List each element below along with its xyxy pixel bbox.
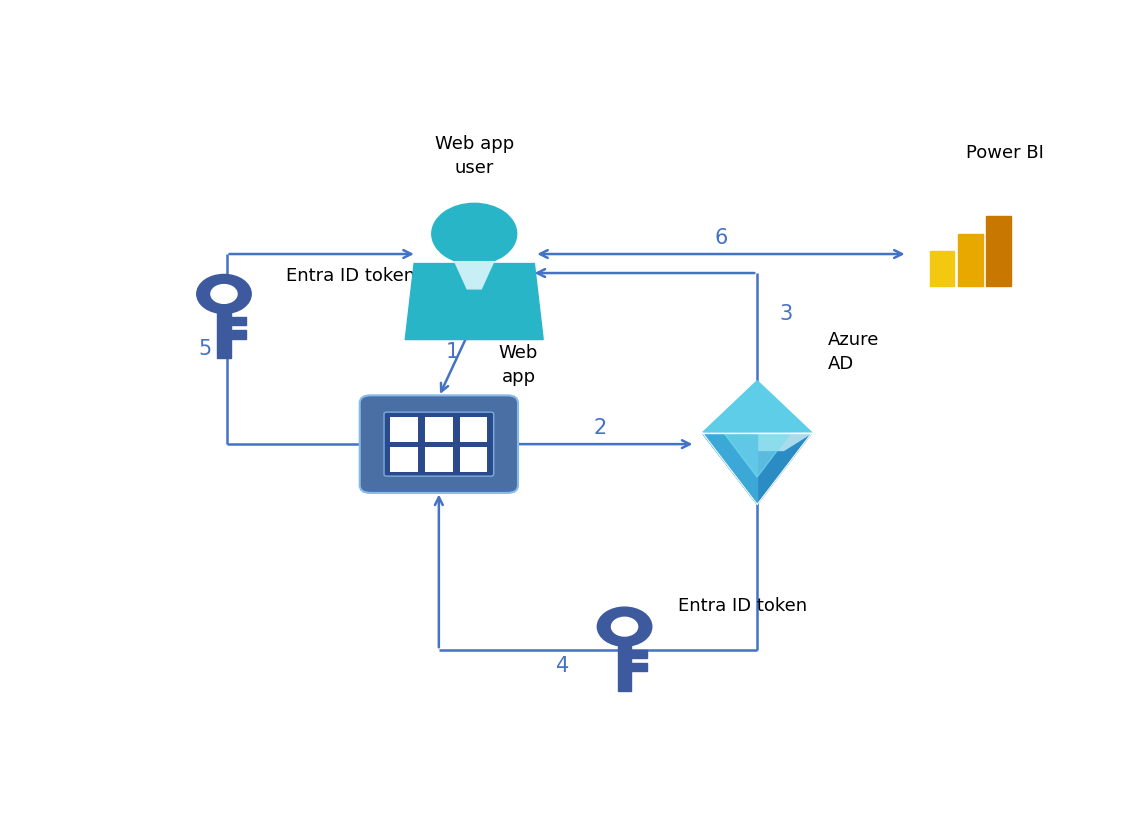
Text: 5: 5 [197,339,211,359]
Bar [460,447,487,472]
Text: 2: 2 [593,418,607,439]
Bar [390,447,418,472]
Bar [986,216,1011,286]
Polygon shape [703,381,812,433]
Text: 3: 3 [779,305,793,324]
FancyBboxPatch shape [385,412,494,477]
Circle shape [196,274,251,314]
Polygon shape [703,433,758,504]
Bar [958,234,982,286]
Polygon shape [723,433,791,477]
Bar [631,649,647,658]
FancyBboxPatch shape [359,395,518,493]
Text: 1: 1 [445,342,459,362]
Bar [460,416,487,442]
Bar [230,330,246,339]
Bar [390,416,418,442]
Circle shape [211,285,237,304]
Bar [424,416,453,442]
Text: Web
app: Web app [499,344,539,386]
Polygon shape [703,433,812,504]
Text: Power BI: Power BI [965,144,1044,161]
Polygon shape [405,263,543,340]
Bar [230,317,246,325]
Bar [631,663,647,672]
Bar [217,308,230,358]
Text: Entra ID token: Entra ID token [678,597,807,615]
Circle shape [431,203,517,264]
Text: Web app
user: Web app user [435,135,513,177]
Text: 4: 4 [556,656,569,676]
Text: Entra ID token: Entra ID token [286,267,415,286]
Circle shape [612,617,638,636]
Text: 6: 6 [714,228,728,249]
Bar [617,640,631,690]
Bar [424,447,453,472]
Bar [930,251,954,286]
Text: Azure
AD: Azure AD [828,332,880,373]
Polygon shape [703,433,812,450]
Circle shape [598,607,652,646]
Polygon shape [455,262,494,289]
